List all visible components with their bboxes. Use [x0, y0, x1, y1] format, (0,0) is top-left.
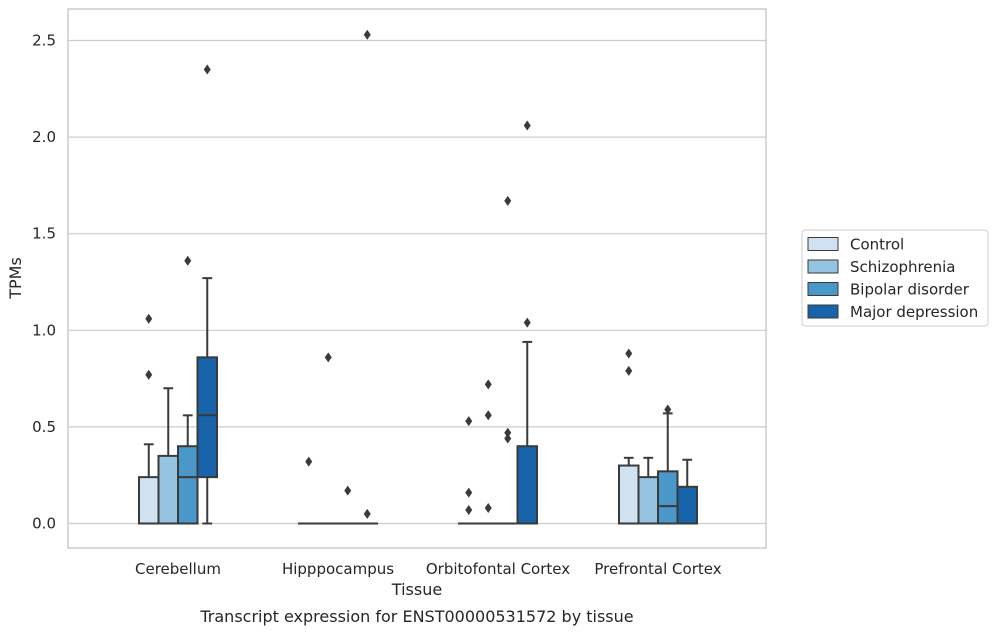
outlier-point: [184, 255, 192, 266]
legend-label: Major depression: [850, 303, 978, 321]
outlier-point: [484, 410, 492, 421]
box-0-3: [618, 348, 640, 525]
outlier-point: [344, 485, 352, 496]
outlier-point: [523, 120, 531, 131]
box-body: [138, 476, 160, 525]
y-tick-label: 2.5: [32, 32, 56, 50]
box-body: [177, 445, 199, 525]
box-3-2: [516, 120, 538, 525]
outlier-point: [504, 195, 512, 206]
box-2-1: [337, 485, 359, 525]
box-1-2: [477, 379, 499, 525]
outlier-point: [363, 508, 371, 519]
legend-items: Control Schizophrenia Bipolar disorder Majo…: [807, 236, 978, 321]
box-body: [157, 454, 179, 525]
legend-swatch: [807, 282, 839, 296]
outlier-point: [484, 379, 492, 390]
outlier-point: [504, 427, 512, 438]
outlier-point: [504, 433, 512, 444]
outlier-point: [324, 352, 332, 363]
box-1-0: [157, 387, 179, 525]
legend-swatch: [807, 304, 839, 319]
outlier-point: [664, 404, 672, 415]
outlier-point: [203, 64, 211, 75]
box-3-1: [356, 29, 378, 525]
outlier-point: [145, 369, 153, 380]
outlier-point: [484, 503, 492, 514]
box-0-1: [298, 456, 320, 525]
outlier-point: [305, 456, 313, 467]
outlier-point: [625, 365, 633, 376]
box-body: [618, 464, 640, 525]
legend-swatch: [807, 259, 839, 274]
y-tick-label: 1.0: [32, 321, 56, 339]
outlier-point: [145, 313, 153, 324]
plot-area: [67, 8, 767, 549]
outlier-point: [625, 348, 633, 359]
y-tick-label: 0.5: [32, 418, 56, 436]
x-axis-title: Tissue: [391, 580, 442, 599]
x-tick-label: Prefrontal Cortex: [594, 560, 721, 578]
box-body: [516, 445, 538, 525]
grid-lines: [68, 39, 766, 525]
outlier-point: [465, 504, 473, 515]
box-0-2: [458, 416, 480, 525]
box-body: [637, 476, 659, 525]
legend-label: Control: [850, 236, 904, 254]
y-axis-title: TPMs: [6, 257, 25, 300]
y-tick-labels: 0.0 0.5 1.0 1.5 2.0 2.5: [32, 32, 56, 533]
x-tick-label: Orbitofontal Cortex: [426, 560, 570, 578]
box-1-1: [317, 352, 339, 525]
outlier-point: [523, 317, 531, 328]
box-groups: [138, 29, 698, 525]
box-1-3: [637, 456, 659, 525]
outlier-point: [465, 416, 473, 427]
y-tick-label: 2.0: [32, 128, 56, 146]
box-3-0: [196, 64, 218, 525]
x-tick-labels: Cerebellum Hipppocampus Orbitofontal Corte…: [135, 560, 722, 578]
box-2-2: [497, 195, 519, 525]
box-0-0: [138, 313, 160, 525]
x-tick-label: Cerebellum: [135, 560, 221, 578]
box-body: [196, 356, 218, 479]
box-3-3: [676, 458, 698, 525]
outlier-point: [465, 487, 473, 498]
legend-label: Bipolar disorder: [850, 281, 970, 299]
legend: Control Schizophrenia Bipolar disorder Majo…: [801, 229, 989, 327]
box-2-3: [657, 404, 679, 525]
legend-label: Schizophrenia: [850, 258, 955, 276]
y-tick-label: 0.0: [32, 515, 56, 533]
box-body: [676, 485, 698, 525]
box-body: [657, 470, 679, 525]
y-tick-label: 1.5: [32, 225, 56, 243]
legend-frame: [801, 229, 989, 327]
chart-caption: Transcript expression for ENST0000053157…: [199, 607, 633, 626]
outlier-point: [363, 29, 371, 40]
box-2-0: [177, 255, 199, 525]
x-tick-label: Hipppocampus: [282, 560, 394, 578]
legend-swatch: [807, 237, 839, 251]
